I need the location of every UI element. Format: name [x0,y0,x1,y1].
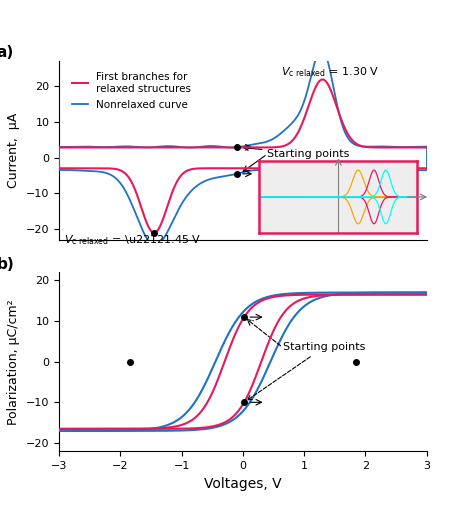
Text: b): b) [0,257,15,272]
Legend: First branches for
relaxed structures, Nonrelaxed curve: First branches for relaxed structures, N… [68,68,195,114]
Text: $V_\mathrm{c\ relaxed}$ = \u22121.45 V: $V_\mathrm{c\ relaxed}$ = \u22121.45 V [64,233,201,246]
Y-axis label: Current,  μA: Current, μA [8,113,20,188]
Text: Starting points: Starting points [247,342,365,400]
Text: a): a) [0,45,14,60]
Text: Starting points: Starting points [244,146,350,159]
Y-axis label: Polarization, μC/cm²: Polarization, μC/cm² [8,299,20,424]
Text: $V_\mathrm{c\ relaxed}$ = 1.30 V: $V_\mathrm{c\ relaxed}$ = 1.30 V [281,65,379,79]
X-axis label: Voltages, V: Voltages, V [204,477,282,490]
